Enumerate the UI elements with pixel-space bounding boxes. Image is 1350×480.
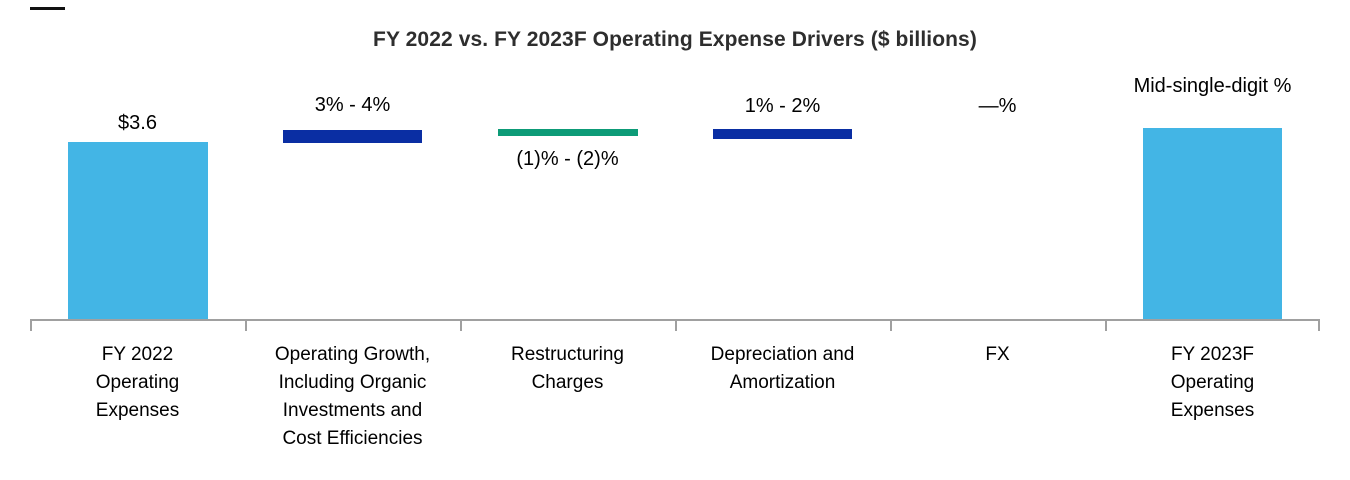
value-label-fy2023f: Mid-single-digit % [1133,75,1292,97]
x-axis-tick [460,319,462,331]
category-label-operating-growth: Operating Growth, Including Organic Inve… [274,344,431,449]
category-label-depreciation-amortization: Depreciation and Amortization [710,344,855,393]
x-axis-tick [1105,319,1107,331]
value-label-operating-growth: 3% - 4% [314,94,391,116]
category-label-fx: FX [985,344,1010,365]
value-label-fy2022: $3.6 [118,112,157,134]
category-label-fy2022-operating-expenses: FY 2022 Operating Expenses [95,344,180,421]
value-label-depreciation-amortization: 1% - 2% [744,95,821,117]
category-label-restructuring-charges: Restructuring Charges [511,344,624,393]
bar-fy2023f-operating-expenses [1143,128,1282,320]
chart-title: FY 2022 vs. FY 2023F Operating Expense D… [373,28,977,51]
bar-fy2022-operating-expenses [68,142,208,320]
value-label-fx: —% [978,95,1017,117]
x-axis-tick [30,319,32,331]
x-axis-tick [1318,319,1320,331]
x-axis-tick [890,319,892,331]
bar-operating-growth [283,130,422,143]
top-left-rule-line [30,7,65,10]
x-axis-tick [675,319,677,331]
category-label-fy2023f-operating-expenses: FY 2023F Operating Expenses [1170,344,1255,421]
value-label-restructuring-charges: (1)% - (2)% [516,148,619,170]
bar-depreciation-amortization [713,129,852,139]
x-axis-tick [245,319,247,331]
bar-restructuring-charges [498,129,638,136]
